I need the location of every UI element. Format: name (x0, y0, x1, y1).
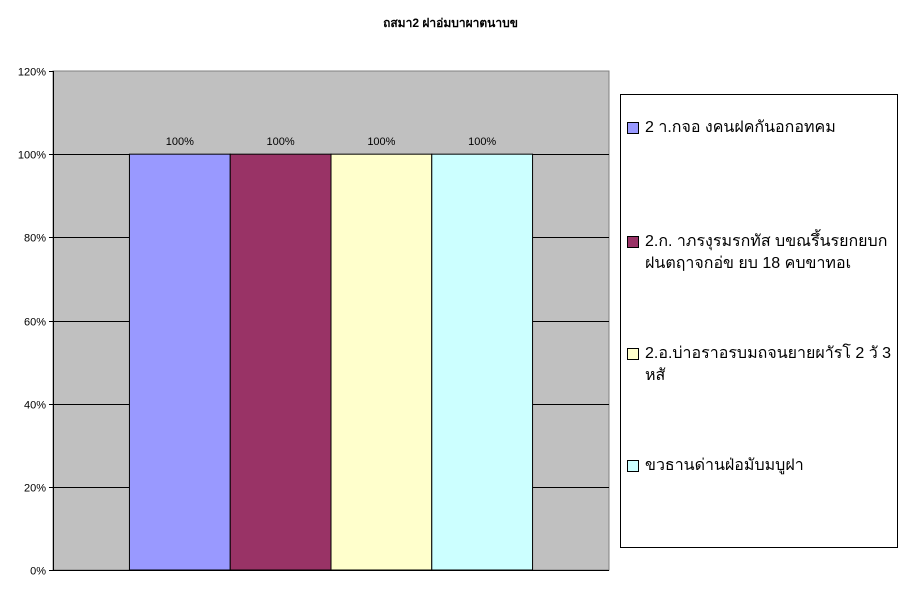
chart-legend: 2 า.กจอ งคนฝคกันอกอทคม 2.ก. าภรงุรมรกทัส … (620, 94, 898, 548)
y-tick-label: 120% (18, 67, 46, 79)
legend-swatch (627, 236, 639, 248)
legend-label: 2.ก. าภรงุรมรกทัส บขณรึ้นรยกยบกฝนตฤาจกอ่… (645, 233, 888, 272)
y-tick-label: 40% (24, 400, 46, 412)
legend-item: 2.อ.บ่าอราอรบมถจนยายผาัรโ 2 วั 3 หสั (627, 343, 893, 387)
legend-swatch (627, 122, 639, 134)
data-label: 100% (166, 136, 194, 148)
bar (431, 153, 534, 571)
data-label: 100% (367, 136, 395, 148)
legend-item: 2.ก. าภรงุรมรกทัส บขณรึ้นรยกยบกฝนตฤาจกอ่… (627, 231, 893, 275)
legend-item: 2 า.กจอ งคนฝคกันอกอทคม (627, 117, 893, 139)
legend-swatch (627, 348, 639, 360)
data-label: 100% (468, 136, 496, 148)
y-tick-label: 80% (24, 233, 46, 245)
chart-title: ถสมา2 ฝาอ่มบาผาตนาบข (383, 16, 518, 30)
legend-label: 2.อ.บ่าอราอรบมถจนยายผาัรโ 2 วั 3 หสั (645, 345, 892, 384)
data-label: 100% (267, 136, 295, 148)
bar (229, 153, 332, 571)
y-tick-label: 60% (24, 317, 46, 329)
y-tick-label: 20% (24, 483, 46, 495)
bar (128, 153, 231, 571)
y-tick-label: 100% (18, 150, 46, 162)
legend-item: ขวธานด่านฝ่อมับมบูฝา (627, 455, 893, 477)
bar (330, 153, 433, 571)
legend-label: ขวธานด่านฝ่อมับมบูฝา (645, 457, 804, 474)
legend-label: 2 า.กจอ งคนฝคกันอกอทคม (645, 119, 836, 136)
y-tick-label: 0% (30, 566, 46, 578)
legend-swatch (627, 460, 639, 472)
